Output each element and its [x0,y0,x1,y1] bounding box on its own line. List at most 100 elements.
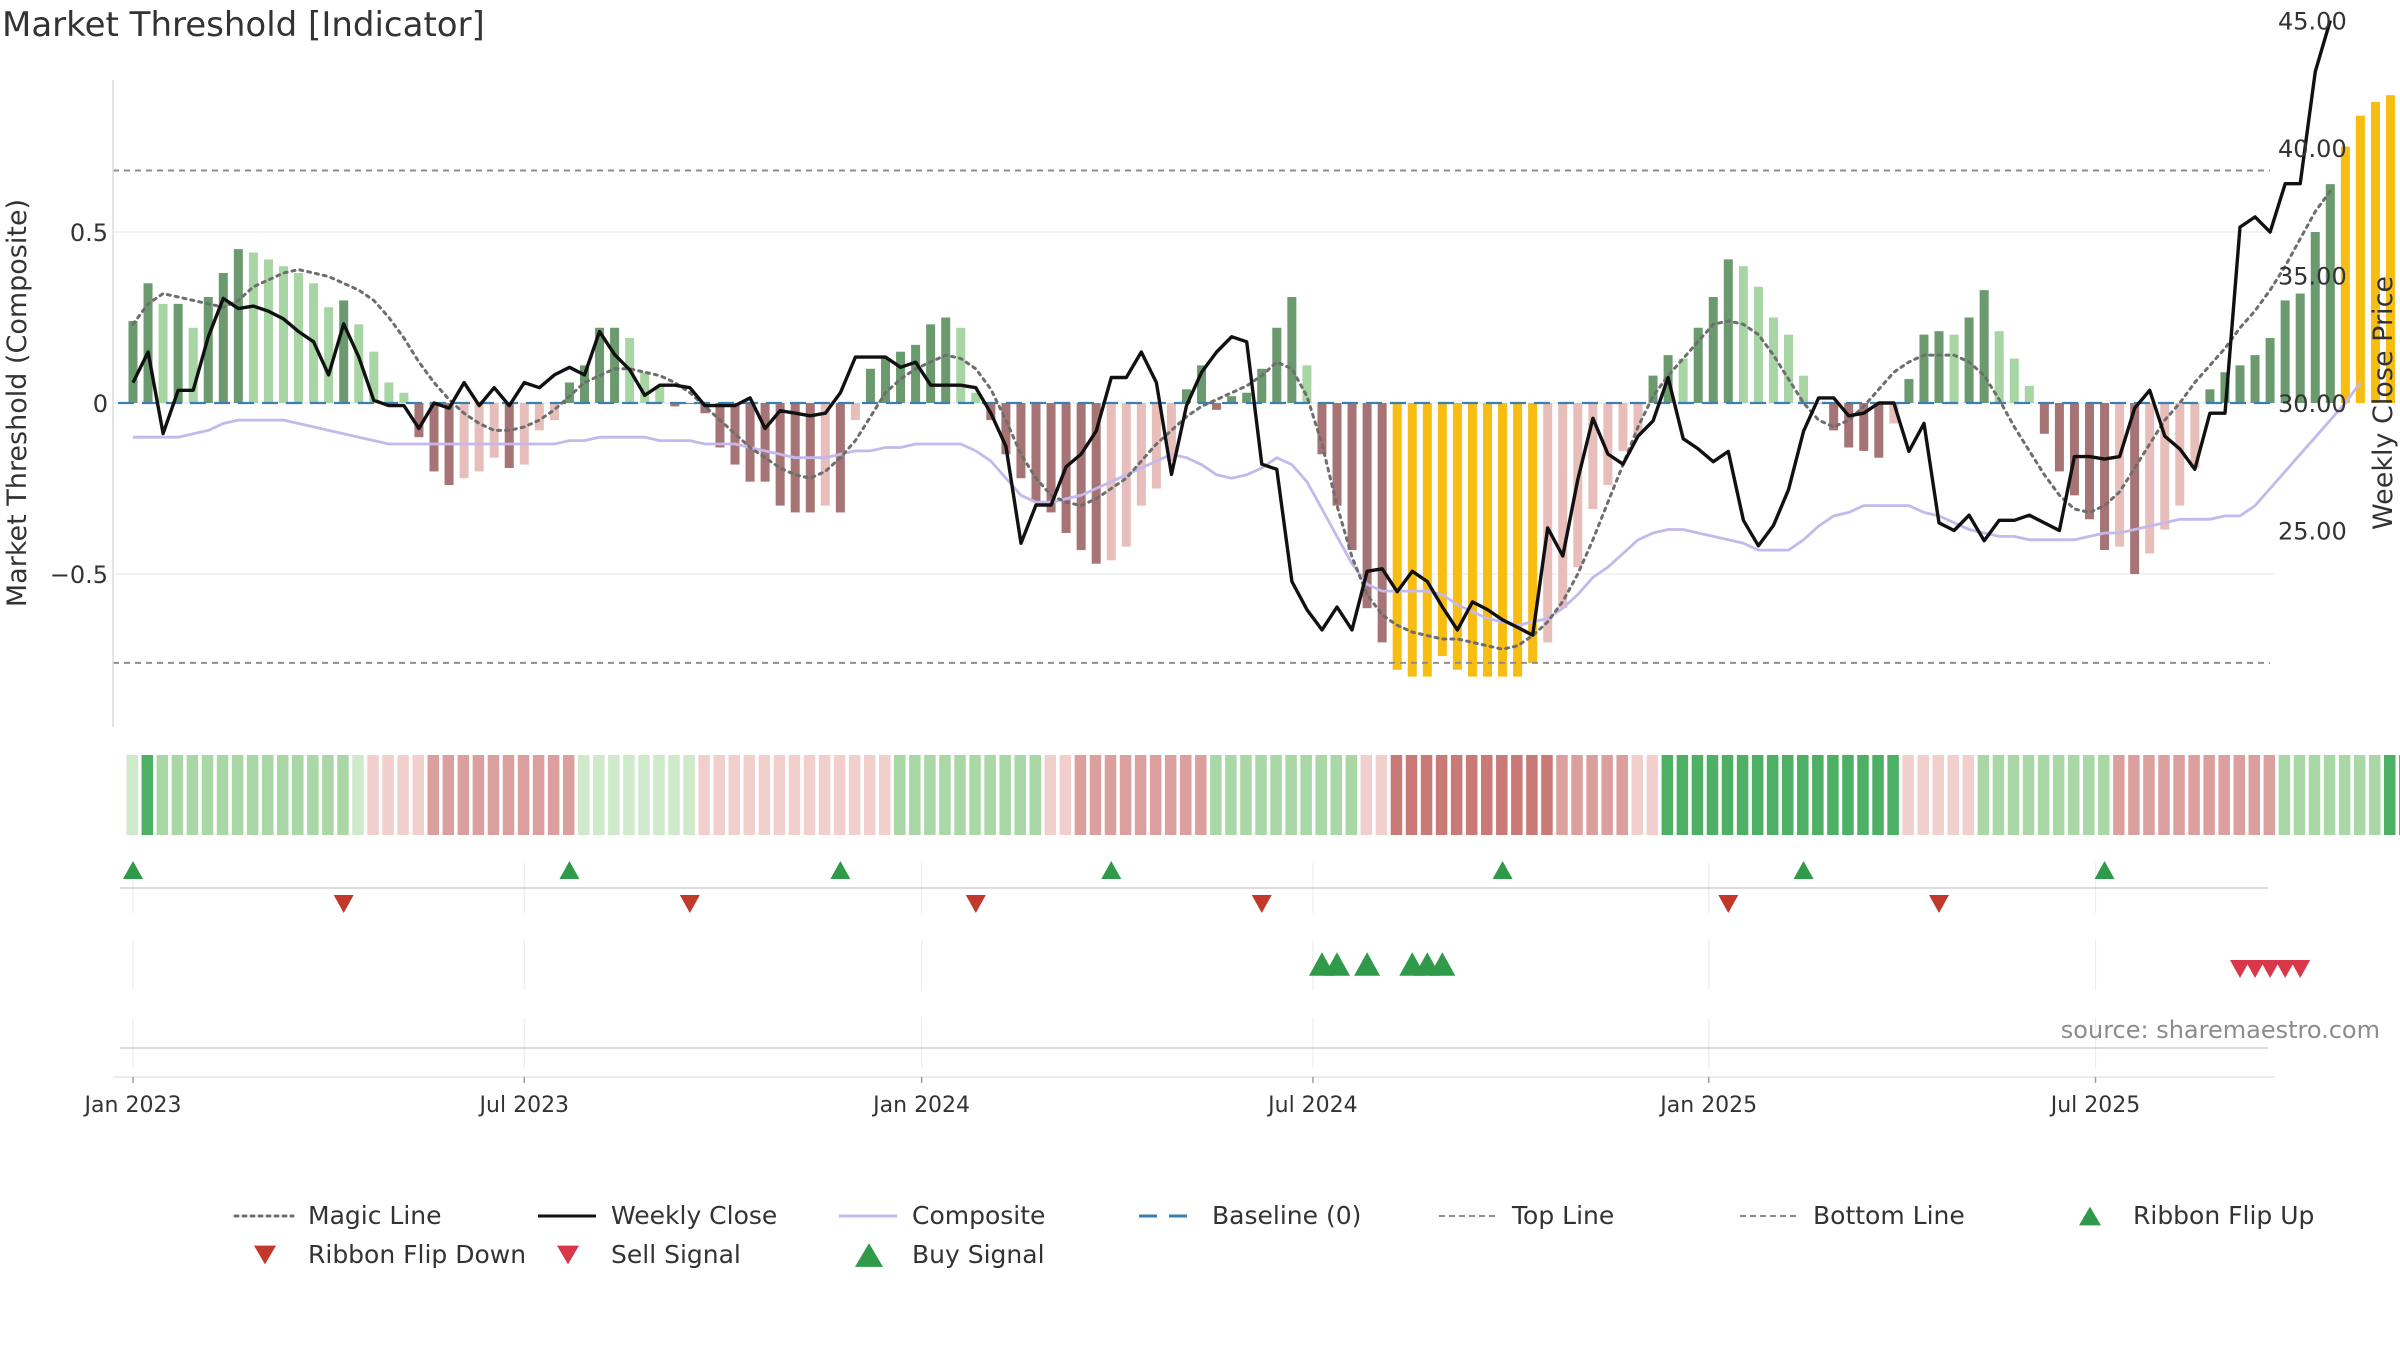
ribbon-flip-up-marker [1793,861,1814,879]
ribbon-cell [2218,755,2230,835]
ribbon-cell [2188,755,2200,835]
ribbon-cell [2233,755,2245,835]
legend: Magic Line Weekly Close Composite Baseline … [233,1201,2314,1269]
ribbon-cell [1827,755,1839,835]
ribbon-cell [1601,755,1613,835]
ribbon-cell [2353,755,2366,835]
ribbon-cell [1390,755,1403,835]
ribbon-flip-down-marker [333,895,354,913]
chart-title: Market Threshold [Indicator] [2,5,485,45]
composite-bar [1799,375,1809,403]
ribbon-cell [1736,755,1749,835]
composite-bar [339,300,349,403]
ribbon-cell [1345,755,1358,835]
composite-bar [279,266,288,403]
composite-bar [971,392,981,403]
ribbon-cell [2338,755,2351,835]
composite-bar [1949,334,1959,403]
ribbon-cell [261,755,274,835]
composite-bar [1859,403,1869,451]
composite-bar [1738,266,1748,403]
composite-bar [489,403,499,458]
ribbon-cell [352,755,364,835]
ribbon-cell [638,755,650,835]
composite-bar [2130,403,2140,574]
x-tick-label: Jan 2023 [83,1093,182,1118]
ribbon-cell [653,755,665,835]
ribbon-cell [186,755,199,835]
ribbon-cell [2203,755,2215,835]
composite-bar [2160,403,2170,530]
composite-bar [2190,403,2200,468]
ribbon-cell [1164,755,1177,835]
ribbon-cell [412,755,424,835]
composite-bar [1347,403,1357,551]
composite-bar [2220,372,2230,403]
composite-bar [173,303,183,403]
legend-label: Ribbon Flip Down [308,1240,526,1269]
source-label: source: sharemaestro.com [2061,1016,2380,1044]
composite-bar [1693,327,1703,403]
magic-line [131,189,2332,651]
composite-bar [1708,296,1718,403]
composite-bar [1543,403,1553,643]
composite-bar [941,317,951,403]
composite-bar [1648,375,1658,403]
composite-bar [1618,403,1628,451]
legend-label: Bottom Line [1813,1201,1965,1230]
legend-label: Magic Line [308,1201,442,1230]
ribbon-cell [1616,755,1628,835]
ribbon-cell [1420,755,1433,835]
ribbon-cell [1465,755,1478,835]
ribbon-cell [1842,755,1854,835]
y-tick-label-right: 25.00 [2278,518,2347,546]
ribbon-flip-down-marker [1929,895,1949,913]
ribbon-cell [2158,755,2170,835]
ribbon-cell [1661,755,1674,835]
composite-bar [1257,368,1267,403]
ribbon-cell [1857,755,1869,835]
ribbon-cell [1691,755,1704,835]
composite-bar [2265,338,2275,403]
composite-bar [294,273,304,403]
composite-bar [1046,403,1056,513]
legend-label: Composite [912,1201,1045,1230]
ribbon-cell [141,755,154,835]
composite-bar [1392,403,1402,670]
composite-bar [2235,365,2245,403]
signal-panels [120,861,2311,1049]
composite-bars [128,95,2395,677]
composite-bar [1242,392,1252,403]
ribbon-cell [1977,755,1990,835]
ribbon-cell [382,755,394,835]
ribbon-cell [246,755,259,835]
y-tick-label-right: 45.00 [2278,8,2347,36]
ribbon-cell [2022,755,2035,835]
ribbon-flip-up-marker [1101,861,1122,879]
ribbon-cell [1706,755,1719,835]
ribbon-cell [924,755,936,835]
ribbon-strip [126,755,2400,835]
ribbon-cell [593,755,605,835]
ribbon-cell [2143,755,2155,835]
composite-bar [1483,403,1492,677]
composite-bar [820,403,830,506]
ribbon-flip-up-marker [1492,861,1513,879]
composite-bar [700,403,710,414]
ribbon-cell [2007,755,2020,835]
x-tick-label: Jul 2023 [478,1093,570,1118]
ribbon-cell [2323,755,2336,835]
composite-bar [1317,403,1327,455]
ribbon-cell [427,755,439,835]
legend-marker [254,1245,276,1265]
ribbon-cell [472,755,485,835]
ribbon-cell [848,755,861,835]
composite-bar [1498,403,1508,677]
composite-bar [1829,403,1839,431]
composite-bar [1633,403,1643,434]
ribbon-cell [1134,755,1147,835]
ribbon-cell [1932,755,1944,835]
composite-bar [1784,334,1793,403]
composite-bar [595,327,605,403]
ribbon-cell [984,755,996,835]
